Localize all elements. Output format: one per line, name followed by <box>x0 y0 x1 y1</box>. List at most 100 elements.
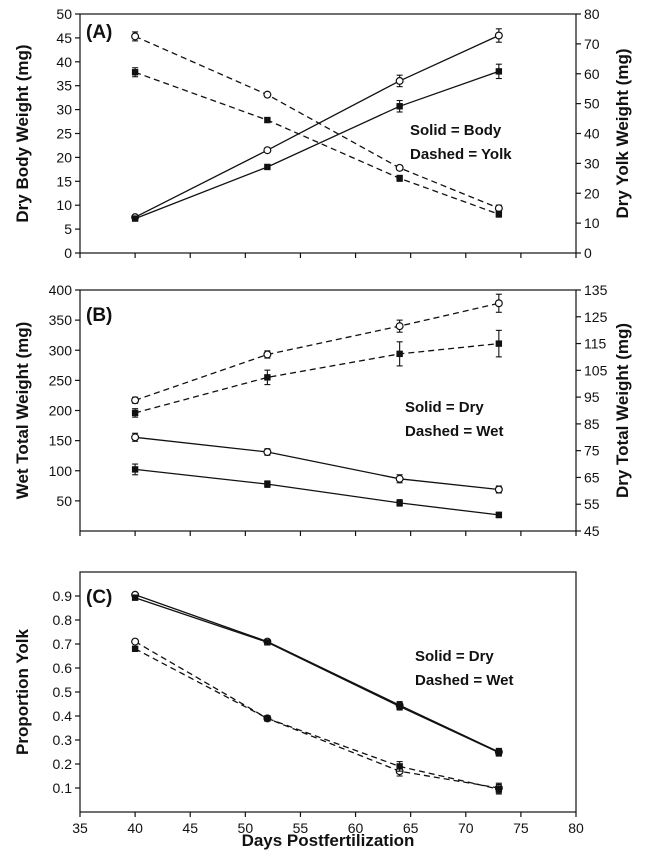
y-tick-label: 15 <box>56 173 72 189</box>
data-point-open <box>263 146 272 155</box>
y-tick-label: 0.6 <box>53 660 73 676</box>
y-tick-label: 50 <box>56 6 72 22</box>
x-tick-label: 80 <box>568 820 584 836</box>
y-right-tick-label: 20 <box>584 185 600 201</box>
y-right-tick-label: 70 <box>584 36 600 52</box>
x-tick-label: 75 <box>513 820 529 836</box>
series-dashed-open <box>131 31 503 213</box>
data-point-open <box>131 32 140 41</box>
series-line <box>134 35 500 209</box>
x-axis-label: Days Postfertilization <box>242 831 415 850</box>
data-point-filled <box>264 715 271 722</box>
y-tick-label: 400 <box>49 282 73 298</box>
data-point-filled <box>264 374 271 381</box>
legend-annotation: Dashed = Wet <box>405 423 504 440</box>
y-tick-label: 0 <box>64 245 72 261</box>
y-right-axis-label: Dry Total Weight (mg) <box>613 323 632 498</box>
y-right-tick-label: 85 <box>584 416 600 432</box>
y-tick-label: 20 <box>56 149 72 165</box>
y-tick-label: 100 <box>49 463 73 479</box>
y-right-tick-label: 60 <box>584 66 600 82</box>
data-point-filled <box>131 594 139 601</box>
series-solid-open <box>131 432 503 494</box>
data-point-filled <box>495 511 503 519</box>
y-right-tick-label: 80 <box>584 6 600 22</box>
x-tick-label: 70 <box>458 820 474 836</box>
y-tick-label: 0.1 <box>53 780 73 796</box>
y-right-tick-label: 50 <box>584 96 600 112</box>
y-tick-label: 0.4 <box>53 708 73 724</box>
y-right-tick-label: 30 <box>584 155 600 171</box>
series-dashed-open <box>131 293 503 405</box>
series-line <box>134 594 500 753</box>
y-tick-label: 0.3 <box>53 732 73 748</box>
data-point-filled <box>131 215 139 222</box>
legend-annotation: Solid = Dry <box>415 648 494 665</box>
y-tick-label: 150 <box>49 433 73 449</box>
x-tick-label: 35 <box>72 820 88 836</box>
data-point-open <box>395 163 404 172</box>
series-dashed-filled <box>131 67 503 218</box>
data-point-filled <box>264 639 271 646</box>
series-line <box>134 597 500 754</box>
data-point-open <box>263 90 272 99</box>
data-point-filled <box>396 175 403 182</box>
data-point-filled <box>264 116 271 124</box>
y-tick-label: 50 <box>56 493 72 509</box>
data-point-filled <box>396 763 403 770</box>
data-point-filled <box>495 786 503 793</box>
data-point-open <box>395 76 404 85</box>
series-line <box>134 34 500 218</box>
y-right-tick-label: 10 <box>584 215 600 231</box>
y-tick-label: 250 <box>49 372 73 388</box>
series-solid-filled <box>131 463 503 519</box>
plot-frame <box>79 571 577 813</box>
y-right-tick-label: 135 <box>584 282 608 298</box>
y-tick-label: 0.2 <box>53 756 73 772</box>
y-tick-label: 25 <box>56 126 72 142</box>
panel-c: 0.1 0.2 0.3 0.4 0.5 0.6 0.7 0.8 0.9 Proportion Yo… <box>13 571 584 850</box>
data-point-filled <box>396 350 403 358</box>
data-point-open <box>395 322 404 331</box>
y-axis-label: Dry Body Weight (mg) <box>13 44 32 222</box>
data-point-filled <box>396 499 403 507</box>
data-point-filled <box>131 645 139 652</box>
data-point-open <box>494 485 503 494</box>
panel-label: (B) <box>86 305 112 326</box>
panel-label: (A) <box>86 22 112 43</box>
data-point-filled <box>264 163 271 171</box>
y-tick-label: 0.5 <box>53 684 73 700</box>
panel-b: 50 100 150 200 250 300 350 400 45 55 65 75 85 95 105 11… <box>13 282 632 539</box>
y-tick-label: 0.9 <box>53 588 73 604</box>
y-right-tick-label: 45 <box>584 523 600 539</box>
y-right-tick-label: 75 <box>584 443 600 459</box>
data-point-open <box>494 204 503 213</box>
x-tick-label: 40 <box>127 820 143 836</box>
data-point-open <box>494 299 503 308</box>
y-tick-label: 300 <box>49 342 73 358</box>
x-tick-label: 50 <box>238 820 254 836</box>
data-point-open <box>131 433 140 442</box>
y-right-tick-label: 65 <box>584 469 600 485</box>
data-point-filled <box>396 703 403 710</box>
data-point-filled <box>495 340 503 347</box>
y-right-tick-label: 115 <box>584 336 607 352</box>
series-solid-filled <box>131 63 503 222</box>
y-tick-label: 45 <box>56 30 72 46</box>
y-tick-label: 350 <box>49 312 73 328</box>
y-right-tick-label: 95 <box>584 389 600 405</box>
data-point-filled <box>264 480 271 488</box>
data-point-filled <box>495 210 503 218</box>
series-line <box>134 71 500 215</box>
x-tick-label: 45 <box>182 820 198 836</box>
legend-annotation: Dashed = Wet <box>415 672 514 689</box>
series-line <box>134 342 499 414</box>
data-point-open <box>131 637 140 646</box>
data-point-filled <box>131 409 139 417</box>
series-line <box>134 302 499 401</box>
y-right-tick-label: 125 <box>584 309 608 325</box>
y-axis-label: Wet Total Weight (mg) <box>13 322 32 500</box>
data-point-filled <box>131 69 139 76</box>
legend-annotation: Solid = Body <box>410 122 502 139</box>
